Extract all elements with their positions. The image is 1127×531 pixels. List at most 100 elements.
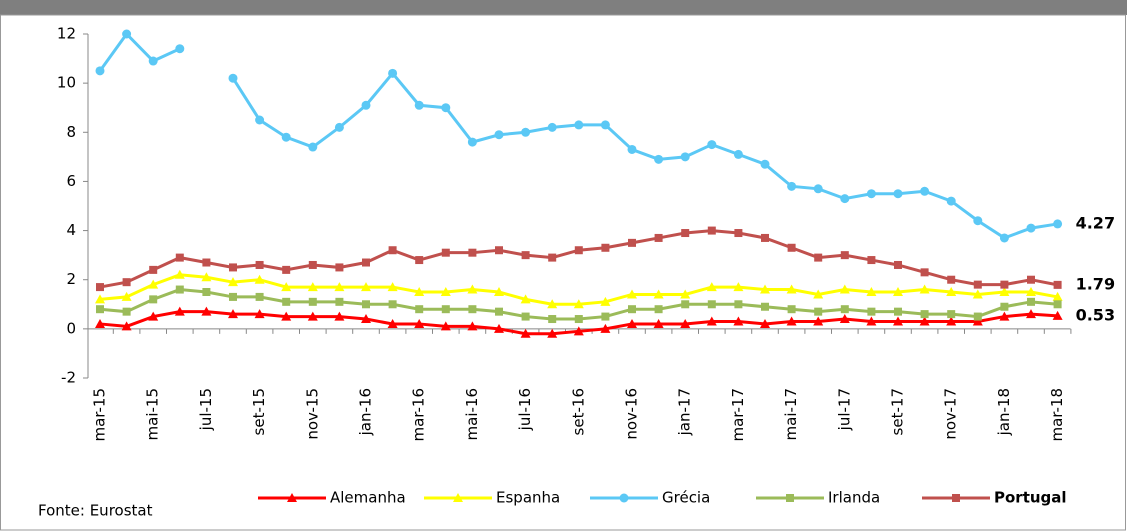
marker — [494, 323, 504, 333]
marker — [387, 282, 398, 292]
x-tick-label: jan-17 — [676, 388, 694, 436]
marker — [919, 284, 930, 294]
marker — [866, 287, 877, 296]
marker — [601, 312, 610, 321]
marker — [175, 44, 185, 54]
marker — [335, 263, 344, 272]
marker — [387, 318, 398, 328]
marker — [680, 152, 690, 162]
marker — [680, 289, 691, 299]
legend-label: Alemanha — [330, 489, 406, 507]
marker — [388, 246, 397, 255]
marker — [653, 318, 664, 328]
marker — [95, 66, 105, 76]
marker — [255, 115, 265, 125]
marker — [254, 309, 265, 319]
marker — [308, 297, 317, 306]
marker — [414, 318, 425, 328]
x-tick-label: mar-16 — [410, 388, 428, 442]
marker — [201, 306, 212, 316]
y-tick-label: 0 — [66, 319, 76, 337]
series-line — [98, 31, 1058, 240]
marker — [547, 122, 557, 132]
marker — [307, 311, 318, 321]
marker — [952, 494, 960, 502]
marker — [894, 260, 902, 269]
marker — [839, 284, 850, 294]
marker — [414, 287, 425, 296]
marker — [334, 282, 345, 292]
marker — [414, 100, 424, 110]
marker — [1026, 309, 1036, 319]
marker — [1052, 291, 1063, 301]
marker — [893, 316, 903, 326]
marker — [334, 122, 344, 132]
marker — [866, 189, 876, 199]
marker — [893, 287, 903, 296]
marker — [707, 140, 717, 150]
marker — [574, 246, 583, 255]
marker — [121, 291, 132, 301]
y-tick-label: 4 — [66, 221, 76, 239]
marker — [574, 315, 583, 324]
marker — [601, 243, 610, 252]
marker — [1053, 219, 1063, 229]
marker — [202, 258, 211, 267]
marker — [813, 316, 824, 326]
marker — [786, 316, 797, 326]
marker — [388, 300, 397, 309]
marker — [654, 154, 664, 164]
marker — [308, 142, 318, 152]
marker — [122, 307, 131, 316]
x-tick-label: jul-17 — [835, 388, 853, 431]
marker — [361, 314, 371, 324]
marker — [600, 296, 611, 306]
legend-label: Espanha — [496, 489, 560, 507]
marker — [973, 280, 982, 289]
marker — [149, 265, 158, 274]
x-tick-label: jul-16 — [516, 388, 534, 431]
marker — [786, 284, 797, 294]
marker — [999, 287, 1010, 296]
x-tick-label: nov-16 — [623, 388, 641, 440]
marker — [920, 268, 929, 277]
y-tick-label: 10 — [57, 74, 76, 92]
x-tick-label: jan-18 — [995, 388, 1013, 436]
marker — [999, 233, 1009, 243]
marker — [362, 258, 370, 267]
source: Fonte: Eurostat — [38, 502, 153, 520]
marker — [1027, 297, 1035, 306]
marker — [786, 494, 794, 502]
marker — [287, 493, 297, 502]
marker — [734, 300, 743, 309]
marker — [308, 260, 317, 269]
marker — [1026, 223, 1036, 233]
marker — [494, 130, 504, 140]
marker — [307, 282, 318, 292]
marker — [95, 318, 105, 328]
marker — [441, 248, 450, 257]
marker — [734, 229, 743, 238]
marker — [175, 285, 184, 294]
marker — [229, 292, 237, 301]
marker — [228, 277, 238, 287]
marker — [282, 265, 291, 274]
marker — [415, 305, 424, 314]
marker — [1052, 310, 1063, 320]
marker — [760, 284, 770, 294]
marker — [148, 56, 158, 66]
marker — [867, 307, 876, 316]
marker — [122, 278, 131, 287]
marker — [867, 256, 876, 265]
marker — [520, 328, 531, 338]
marker — [1027, 275, 1035, 284]
marker — [281, 282, 292, 292]
marker — [441, 305, 450, 314]
marker — [999, 311, 1010, 321]
marker — [573, 326, 584, 336]
marker — [600, 323, 611, 333]
marker — [654, 233, 663, 242]
marker — [415, 256, 424, 265]
marker — [96, 283, 104, 292]
